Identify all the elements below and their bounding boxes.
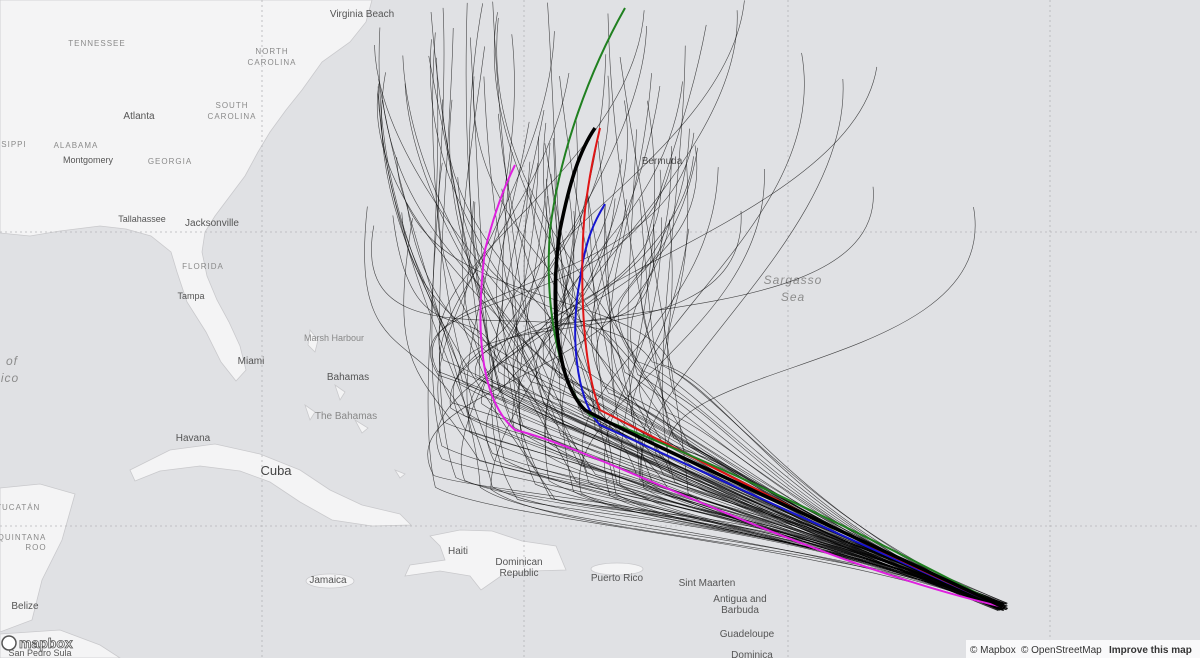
state-label: SOUTH xyxy=(216,101,249,110)
ensemble-track xyxy=(581,167,1008,609)
ensemble-track xyxy=(619,100,1005,609)
ensemble-track xyxy=(610,73,1000,610)
state-label: ROO xyxy=(25,543,46,552)
country-label: Haiti xyxy=(448,546,468,557)
ensemble-track xyxy=(481,145,1006,607)
ensemble-track xyxy=(552,138,1001,609)
sea-label: Sargasso xyxy=(764,273,823,287)
place-label: Dominica xyxy=(731,650,773,658)
state-label: SIPPI xyxy=(1,140,26,149)
track-mean xyxy=(553,127,1004,609)
ensemble-track xyxy=(427,7,1004,611)
ensemble-track xyxy=(371,225,1006,606)
track-magenta xyxy=(479,164,1004,608)
attribution-osm[interactable]: © OpenStreetMap xyxy=(1021,645,1102,656)
highlighted-tracks xyxy=(479,7,1004,609)
ensemble-track xyxy=(544,195,1001,604)
state-label: CAROLINA xyxy=(208,112,257,121)
country-label: Republic xyxy=(500,568,539,579)
country-label: Cuba xyxy=(260,463,292,478)
ensemble-track xyxy=(617,147,1003,611)
country-label: Belize xyxy=(11,601,39,612)
country-label: Dominican xyxy=(495,557,542,568)
ensemble-track xyxy=(439,72,1006,610)
place-label: The Bahamas xyxy=(315,411,377,422)
land xyxy=(0,0,644,658)
ensemble-track xyxy=(437,31,1007,610)
ensemble-track xyxy=(587,191,1006,608)
ensemble-track xyxy=(396,157,1005,604)
place-label: Puerto Rico xyxy=(591,573,644,584)
sea-label: Sea xyxy=(781,290,805,304)
country-label: Antigua and xyxy=(713,594,766,605)
place-label: Virginia Beach xyxy=(330,9,394,20)
place-label: Atlanta xyxy=(123,111,155,122)
ensemble-track xyxy=(432,132,1002,607)
ensemble-track xyxy=(587,193,999,611)
state-label: NORTH xyxy=(255,47,288,56)
ensemble-track xyxy=(596,128,999,606)
state-label: TENNESSEE xyxy=(68,39,125,48)
ensemble-track xyxy=(402,55,999,606)
ensemble-track xyxy=(392,215,1006,609)
ensemble-track xyxy=(469,3,1006,610)
place-label: Jacksonville xyxy=(185,218,239,229)
place-label: Marsh Harbour xyxy=(304,333,364,343)
track-blue xyxy=(574,203,1004,608)
logo-text: mapbox xyxy=(19,635,73,651)
attribution-mapbox[interactable]: © Mapbox xyxy=(970,645,1016,656)
ensemble-track xyxy=(458,210,1007,607)
place-label: San Pedro Sula xyxy=(8,648,71,658)
attribution-bg xyxy=(966,640,1200,658)
state-label: GEORGIA xyxy=(148,157,192,166)
ensemble-track xyxy=(490,100,1003,605)
state-label: ALABAMA xyxy=(54,141,99,150)
place-label: Bermuda xyxy=(642,156,683,167)
ensemble-track xyxy=(438,10,1005,605)
improve-map[interactable]: Improve this map xyxy=(1109,645,1192,656)
place-label: Montgomery xyxy=(63,155,114,165)
state-label: QUINTANA xyxy=(0,533,46,542)
ensemble-track xyxy=(512,136,1005,604)
ensemble-track xyxy=(640,24,1005,610)
place-label: Havana xyxy=(176,433,211,444)
country-label: Jamaica xyxy=(309,575,347,586)
ensemble-track xyxy=(378,79,1004,607)
ensemble-track xyxy=(404,83,1007,604)
place-label: Bahamas xyxy=(327,372,369,383)
ensemble-track xyxy=(501,188,1001,609)
state-label: YUCATÁN xyxy=(0,503,40,512)
state-label: CAROLINA xyxy=(248,58,297,67)
ensemble-track xyxy=(535,159,1008,605)
place-label: Sint Maarten xyxy=(679,578,736,589)
ensemble-track xyxy=(485,198,1005,606)
place-label: Miami xyxy=(238,356,265,367)
sea-label: of xyxy=(6,354,19,368)
sea-label: ico xyxy=(1,371,19,385)
mapbox-logo: mapbox xyxy=(1,635,73,651)
ensemble-track xyxy=(604,217,999,604)
place-label: Tampa xyxy=(177,291,204,301)
ensemble-track xyxy=(460,26,1008,604)
ensemble-track xyxy=(374,44,1007,608)
place-label: Guadeloupe xyxy=(720,629,775,640)
ensemble-track xyxy=(496,17,1007,605)
place-label: Tallahassee xyxy=(118,214,166,224)
state-label: FLORIDA xyxy=(182,262,224,271)
ensemble-track xyxy=(377,93,1005,610)
ensemble-track xyxy=(492,1,1006,606)
country-label: Barbuda xyxy=(721,605,759,616)
place-labels: Virginia Beach TENNESSEE NORTH CAROLINA … xyxy=(0,9,823,658)
ensemble-track xyxy=(512,162,999,612)
